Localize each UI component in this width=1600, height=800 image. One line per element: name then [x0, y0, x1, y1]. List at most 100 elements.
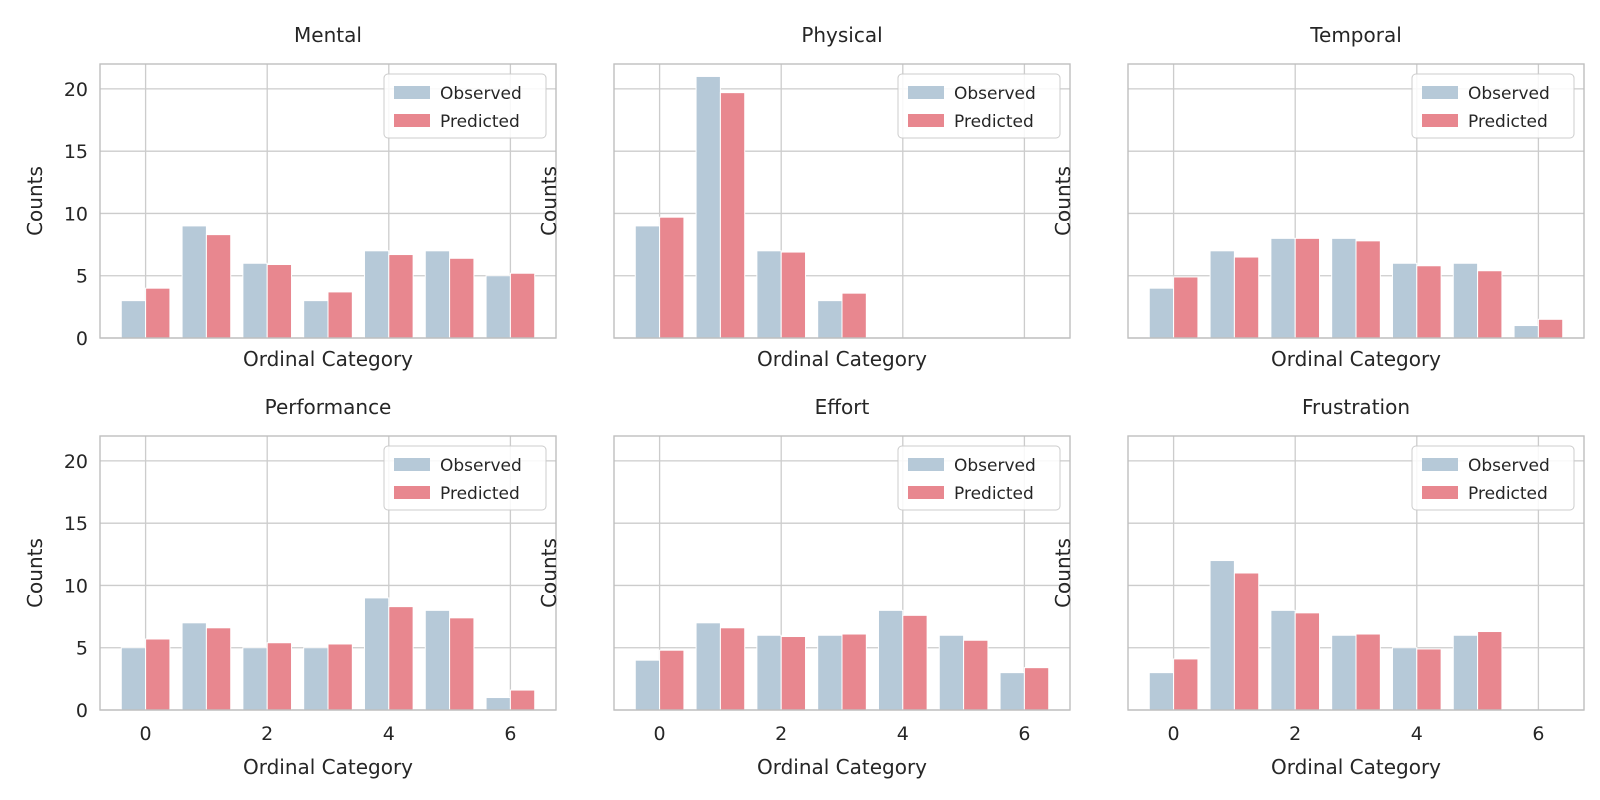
legend-label-observed: Observed — [1468, 84, 1550, 104]
y-axis-label: Counts — [537, 538, 561, 608]
legend-label-predicted: Predicted — [440, 484, 520, 504]
bar-observed-3 — [1331, 237, 1357, 339]
bar-predicted-4 — [388, 606, 414, 711]
subplot-performance: Performance 0 5 10 15 20 Counts 0 2 4 6 Ordinal Cat… — [23, 395, 557, 779]
bar-observed-5 — [1452, 262, 1479, 339]
x-tick-label: 2 — [775, 723, 787, 745]
bar-predicted-5 — [1477, 631, 1503, 711]
legend-label-predicted: Predicted — [1468, 112, 1548, 132]
y-tick-label: 5 — [76, 266, 88, 288]
bar-observed-5 — [938, 634, 965, 711]
bar-observed-0 — [634, 225, 661, 339]
bar-predicted-2 — [780, 251, 807, 339]
subplot-effort: Effort Counts 0 2 4 6 Ordinal Category Observed… — [537, 395, 1071, 779]
x-tick-label: 2 — [261, 723, 273, 745]
y-tick-label: 0 — [76, 700, 88, 722]
bar-observed-4 — [1391, 647, 1418, 711]
y-tick-label: 15 — [64, 141, 88, 163]
bar-predicted-5 — [449, 257, 475, 339]
x-axis-label: Ordinal Category — [757, 347, 927, 371]
bar-observed-2 — [756, 250, 782, 339]
x-tick-label: 2 — [1289, 723, 1301, 745]
legend-swatch-observed — [394, 458, 430, 471]
legend-swatch-observed — [908, 86, 944, 99]
subplot-temporal: Temporal Counts Ordinal Category Observed Pr… — [1051, 23, 1585, 371]
subplot-title: Frustration — [1302, 395, 1410, 419]
axes-frame — [1127, 63, 1585, 339]
bar-observed-5 — [424, 609, 451, 711]
bar-observed-1 — [181, 622, 207, 711]
bar-predicted-4 — [1416, 265, 1442, 339]
bar-predicted-1 — [1233, 256, 1260, 339]
x-tick-label: 6 — [1018, 723, 1030, 745]
bar-predicted-2 — [1294, 612, 1321, 711]
bar-predicted-0 — [1173, 276, 1199, 339]
bar-predicted-5 — [449, 617, 475, 711]
bar-observed-0 — [120, 300, 147, 339]
bar-predicted-3 — [1355, 240, 1381, 339]
legend-label-observed: Observed — [954, 84, 1036, 104]
y-tick-label: 10 — [64, 203, 88, 225]
axes-frame — [613, 63, 1071, 339]
bar-predicted-4 — [1416, 648, 1442, 711]
bar-observed-6 — [999, 672, 1025, 711]
bar-observed-6 — [485, 697, 511, 711]
bar-predicted-6 — [1023, 667, 1050, 711]
bar-predicted-5 — [1477, 270, 1503, 339]
x-axis-label: Ordinal Category — [1271, 755, 1441, 779]
bar-predicted-2 — [780, 636, 807, 711]
legend-swatch-predicted — [908, 486, 944, 499]
x-tick-label: 0 — [654, 723, 666, 745]
axes-frame — [1127, 435, 1585, 711]
bar-predicted-3 — [327, 643, 353, 711]
bar-observed-1 — [181, 225, 207, 339]
bar-observed-4 — [1391, 262, 1418, 339]
legend-label-observed: Observed — [440, 456, 522, 476]
bar-predicted-1 — [205, 627, 232, 711]
bar-observed-1 — [695, 622, 721, 711]
axes-frame — [613, 435, 1071, 711]
bar-observed-4 — [877, 609, 904, 711]
x-tick-label: 4 — [1411, 723, 1423, 745]
bar-observed-3 — [817, 300, 843, 339]
bar-observed-0 — [120, 647, 147, 711]
legend-swatch-observed — [908, 458, 944, 471]
x-tick-label: 0 — [1168, 723, 1180, 745]
bar-observed-1 — [695, 75, 721, 339]
legend-swatch-predicted — [1422, 114, 1458, 127]
y-axis-label: Counts — [1051, 538, 1075, 608]
bar-observed-4 — [363, 597, 390, 711]
subplot-title: Effort — [815, 395, 870, 419]
legend-swatch-predicted — [394, 486, 430, 499]
subplot-title: Performance — [265, 395, 392, 419]
bar-observed-2 — [756, 634, 782, 711]
legend: Observed Predicted — [897, 73, 1061, 139]
bar-observed-2 — [1270, 609, 1296, 711]
x-tick-label: 6 — [1532, 723, 1544, 745]
legend-swatch-observed — [1422, 86, 1458, 99]
bar-predicted-0 — [145, 638, 171, 711]
legend-swatch-predicted — [394, 114, 430, 127]
subplot-title: Temporal — [1309, 23, 1402, 47]
bar-predicted-0 — [659, 216, 685, 339]
legend: Observed Predicted — [383, 73, 547, 139]
x-tick-label: 4 — [383, 723, 395, 745]
bar-observed-6 — [1513, 325, 1539, 339]
legend: Observed Predicted — [897, 445, 1061, 511]
bar-observed-0 — [1148, 672, 1175, 711]
legend-swatch-observed — [394, 86, 430, 99]
bar-predicted-0 — [145, 287, 171, 339]
x-tick-label: 0 — [140, 723, 152, 745]
x-axis-label: Ordinal Category — [757, 755, 927, 779]
bar-predicted-2 — [266, 642, 293, 711]
bar-observed-1 — [1209, 250, 1235, 339]
bar-observed-2 — [242, 647, 268, 711]
bar-observed-0 — [1148, 287, 1175, 339]
legend-label-observed: Observed — [440, 84, 522, 104]
bar-predicted-3 — [327, 291, 353, 339]
x-tick-label: 4 — [897, 723, 909, 745]
y-axis-label: Counts — [537, 166, 561, 236]
y-tick-label: 15 — [64, 513, 88, 535]
bar-predicted-4 — [902, 614, 928, 711]
